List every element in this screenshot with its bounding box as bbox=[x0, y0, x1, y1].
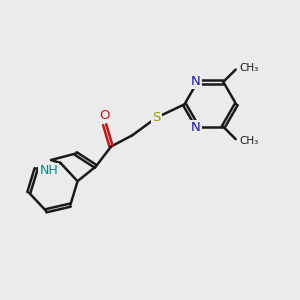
Text: NH: NH bbox=[39, 164, 58, 176]
Text: N: N bbox=[191, 75, 201, 88]
Text: S: S bbox=[152, 111, 161, 124]
Text: CH₃: CH₃ bbox=[239, 136, 259, 146]
Text: O: O bbox=[99, 109, 110, 122]
Text: CH₃: CH₃ bbox=[239, 63, 259, 73]
Text: N: N bbox=[191, 121, 201, 134]
